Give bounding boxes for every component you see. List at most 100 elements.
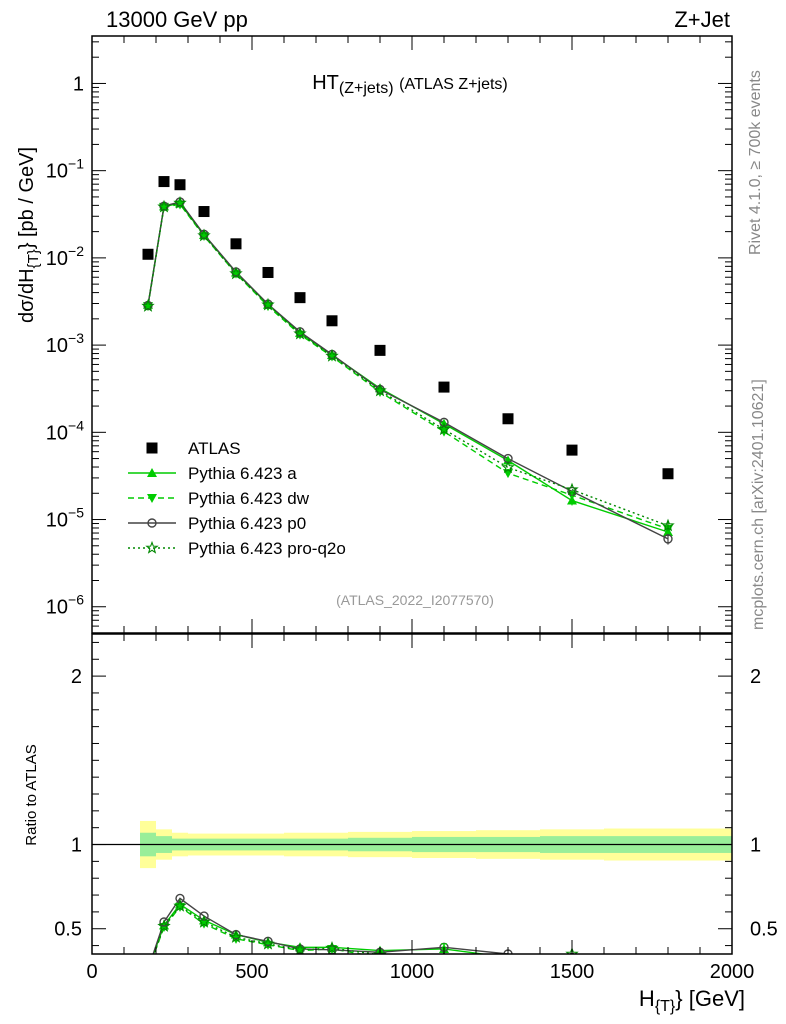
ratio-point-proq2o-4: [229, 930, 243, 943]
ratio-point-p0-1: [159, 917, 169, 927]
main-point-data-9: [438, 381, 450, 393]
legend-marker-p0: [147, 518, 157, 528]
main-point-proq2o-2: [173, 195, 187, 209]
main-y-tick-mantissa: 10: [46, 248, 68, 270]
y-label-sub: {T}: [25, 249, 42, 268]
ratio-point-p0-0: [144, 965, 152, 973]
header-left-label: 13000 GeV pp: [106, 7, 248, 32]
main-point-data-8: [374, 344, 386, 356]
x-tick-label: 1500: [550, 961, 595, 983]
ratio-point-p0-3: [199, 911, 209, 921]
main-point-proq2o-7: [325, 348, 339, 362]
y-label-main: dσ/dH: [16, 268, 38, 323]
main-point-data-11: [566, 444, 578, 456]
x-label-main: H: [639, 986, 655, 1011]
main-y-tick-exponent: −6: [68, 592, 84, 608]
main-point-data-4: [230, 238, 242, 250]
main-point-proq2o-8: [373, 383, 387, 397]
ratio-point-proq2o-5: [261, 936, 275, 950]
ratio-point-dw-12: [663, 970, 673, 979]
ratio-point-dw-0: [143, 967, 153, 976]
x-label-unit: } [GeV]: [675, 986, 745, 1011]
main-point-dw-10: [503, 469, 513, 479]
x-label-sub: {T}: [655, 998, 676, 1015]
main-y-tick-mantissa: 1: [73, 73, 84, 95]
plot-title: HT(Z+jets) (ATLAS Z+jets): [312, 72, 508, 97]
main-y-tick-label: 10−5: [46, 505, 84, 532]
legend-marker-a: [147, 468, 157, 477]
x-tick-label: 1000: [390, 961, 435, 983]
x-tick-label: 0: [86, 961, 97, 983]
analysis-watermark: (ATLAS_2022_I2077570): [336, 592, 494, 608]
main-y-tick-label: 10−1: [46, 156, 84, 183]
main-point-data-6: [294, 292, 306, 304]
main-y-tick-mantissa: 10: [46, 422, 68, 444]
main-y-tick-exponent: −5: [68, 505, 84, 521]
main-point-proq2o-4: [229, 266, 243, 280]
rivet-version-label: Rivet 4.1.0, ≥ 700k events: [747, 70, 764, 255]
main-point-dw-7: [327, 352, 337, 362]
legend-label-a: Pythia 6.423 a: [188, 464, 297, 483]
legend-label-p0: Pythia 6.423 p0: [188, 514, 306, 533]
main-point-data-5: [262, 266, 274, 278]
main-y-tick-exponent: −4: [68, 417, 84, 433]
main-y-tick-label: 10−6: [46, 592, 84, 619]
main-y-tick-mantissa: 10: [46, 597, 68, 619]
ratio-y-axis-label: Ratio to ATLAS: [23, 744, 40, 845]
main-y-tick-mantissa: 10: [46, 161, 68, 183]
plot-title-rest: (ATLAS Z+jets): [399, 76, 508, 93]
main-point-proq2o-9: [437, 422, 451, 436]
main-point-data-0: [142, 248, 154, 260]
ratio-point-proq2o-2: [173, 898, 187, 912]
ratio-panel: 0.5 0.5 1 1 2 2 0 500 1000 1500 2000 Ratio to ATLA…: [23, 633, 778, 1015]
main-point-proq2o-1: [157, 199, 171, 213]
legend-label-proq2o: Pythia 6.423 pro-q2o: [188, 539, 346, 558]
main-y-tick-label: 10−2: [46, 243, 84, 270]
plot-title-sub: (Z+jets): [339, 80, 394, 97]
main-point-data-10: [502, 413, 514, 425]
ratio-point-proq2o-11: [565, 946, 579, 954]
main-point-data-2: [174, 179, 186, 191]
ratio-point-dw-10: [503, 969, 513, 978]
legend-marker-dw: [147, 494, 157, 503]
main-y-tick-label: 10−4: [46, 417, 84, 444]
main-point-proq2o-10: [501, 460, 515, 474]
ratio-point-proq2o-10: [503, 961, 513, 971]
ratio-point-proq2o-6: [293, 942, 307, 954]
ratio-y-tick-label-left: 0.5: [54, 919, 82, 941]
main-panel: 110−110−210−310−410−510−6 HT(Z+jets) (AT…: [16, 35, 733, 634]
main-y-tick-label: 1: [73, 73, 84, 95]
main-y-tick-label: 10−3: [46, 330, 84, 357]
legend-label-data: ATLAS: [188, 439, 241, 458]
main-point-dw-6: [295, 330, 305, 340]
ratio-point-dw-9: [439, 957, 449, 966]
main-y-axis-label: dσ/dH{T}} [pb / GeV]: [16, 147, 42, 323]
main-y-tick-mantissa: 10: [46, 335, 68, 357]
main-point-data-3: [198, 206, 210, 218]
x-tick-label: 500: [235, 961, 268, 983]
main-point-proq2o-3: [197, 228, 211, 242]
main-y-tick-exponent: −3: [68, 330, 84, 346]
ratio-point-a-0: [143, 964, 153, 973]
main-y-tick-exponent: −1: [68, 156, 84, 172]
main-point-data-12: [662, 468, 674, 480]
main-point-proq2o-0: [141, 299, 155, 312]
ratio-y-tick-label-left: 2: [71, 666, 82, 688]
ratio-point-dw-2: [175, 902, 185, 912]
plot-title-main: HT: [312, 72, 339, 94]
ratio-y-tick-label-right: 1: [750, 835, 761, 857]
ratio-y-tick-label-right: 2: [750, 666, 761, 688]
legend-marker-data: [146, 442, 158, 454]
header-right-label: Z+Jet: [674, 7, 730, 32]
ratio-point-p0-2: [175, 893, 185, 904]
ratio-point-p0-12: [664, 979, 672, 987]
ratio-point-proq2o-8: [373, 947, 387, 954]
ratio-point-proq2o-12: [663, 965, 673, 975]
main-y-tick-mantissa: 10: [46, 510, 68, 532]
main-point-data-1: [158, 176, 170, 188]
legend-marker-proq2o: [145, 540, 159, 554]
ratio-point-proq2o-0: [143, 965, 153, 975]
legend: ATLAS Pythia 6.423 a Pythia 6.423 dw Pythia…: [128, 439, 346, 558]
ratio-y-tick-label-right: 0.5: [750, 919, 778, 941]
ratio-point-proq2o-7: [325, 941, 339, 954]
